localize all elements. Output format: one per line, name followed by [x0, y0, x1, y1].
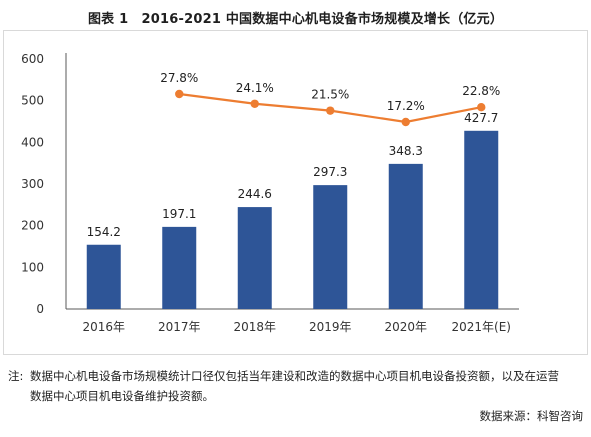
growth-value-label: 17.2%: [387, 99, 425, 113]
bar: [86, 244, 121, 309]
bar-value-label: 348.3: [389, 144, 423, 158]
bar-value-label: 244.6: [238, 187, 272, 201]
y-tick-label: 0: [36, 302, 44, 316]
growth-value-label: 21.5%: [311, 88, 349, 102]
chart-svg: 0 100 200 300 400 500 600 2016年 2017年 2018年 2019年 2…: [21, 52, 519, 334]
bar-value-label: 297.3: [313, 165, 347, 179]
growth-point: [477, 103, 486, 112]
data-source: 数据来源：科智咨询: [479, 409, 584, 423]
growth-point: [401, 117, 410, 127]
growth-point: [326, 106, 335, 115]
x-tick-label: 2017年: [158, 320, 201, 334]
bar: [464, 130, 499, 309]
y-tick-label: 400: [21, 135, 44, 149]
growth-point: [175, 89, 184, 99]
bar-value-label: 197.1: [162, 207, 196, 221]
x-tick-label: 2018年: [233, 320, 276, 334]
footnote-prefix: 注:: [8, 369, 24, 383]
bar-value-label: 154.2: [87, 225, 121, 239]
x-tick-label: 2020年: [384, 320, 427, 334]
x-tick-label: 2016年: [82, 320, 125, 334]
x-tick-label: 2021年(E): [452, 320, 512, 334]
bar: [313, 185, 348, 309]
growth-point: [250, 99, 259, 108]
y-tick-label: 100: [21, 260, 44, 274]
growth-value-label: 27.8%: [160, 71, 198, 85]
bar: [237, 207, 272, 309]
growth-value-label: 22.8%: [462, 84, 500, 98]
bar: [162, 226, 197, 309]
y-tick-label: 300: [21, 177, 44, 191]
chart-frame: 0 100 200 300 400 500 600 2016年 2017年 2018年 2019年 2…: [3, 30, 588, 355]
chart-title: 图表 1 2016-2021 中国数据中心机电设备市场规模及增长（亿元）: [87, 12, 504, 27]
bar: [388, 163, 423, 309]
footnote-line-2: 数据中心项目机电设备维护投资额。: [30, 389, 214, 403]
bar-value-label: 427.7: [464, 111, 498, 125]
x-tick-label: 2019年: [309, 320, 352, 334]
y-tick-label: 600: [21, 52, 44, 66]
y-tick-label: 500: [21, 94, 44, 108]
y-tick-label: 200: [21, 219, 44, 233]
footnote-line-1: 数据中心机电设备市场规模统计口径仅包括当年建设和改造的数据中心项目机电设备投资额…: [30, 369, 559, 383]
growth-value-label: 24.1%: [236, 81, 274, 95]
